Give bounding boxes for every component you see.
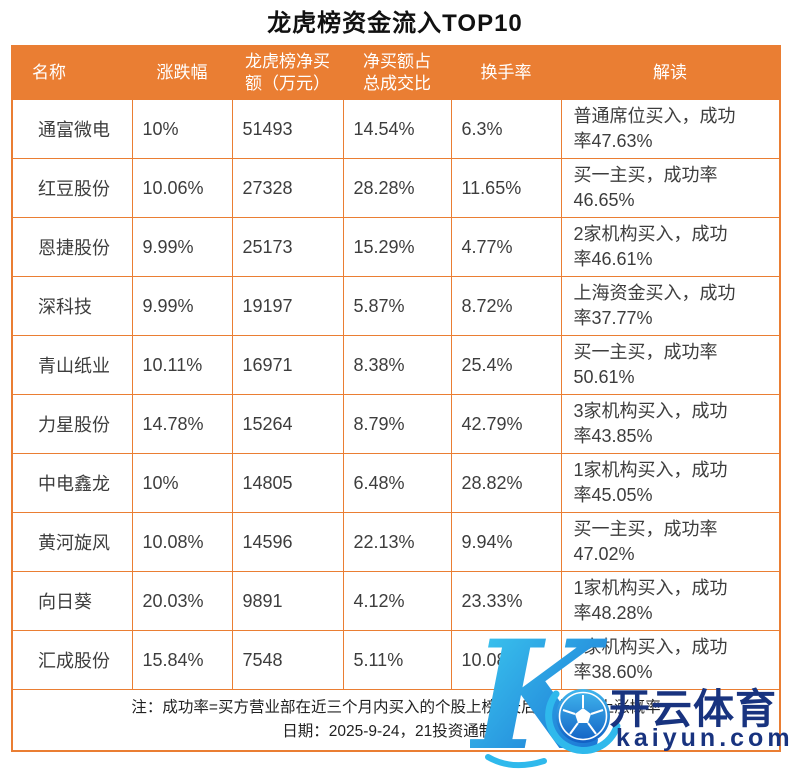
cell-stock-name: 通富微电 [11,99,133,159]
table-row: 汇成股份 15.84% 7548 5.11% 10.08% 2家机构买入，成功率… [11,630,781,690]
cell-turnover: 28.82% [450,453,562,513]
table-row: 深科技 9.99% 19197 5.87% 8.72% 上海资金买入，成功率37… [11,276,781,336]
cell-stock-name: 黄河旋风 [11,512,133,572]
wave-swoosh-icon [485,754,547,769]
col-header-name: 名称 [12,46,132,100]
table-row: 力星股份 14.78% 15264 8.79% 42.79% 3家机构买入，成功… [11,394,781,454]
table-header: 名称 涨跌幅 龙虎榜净买 额（万元） 净买额占 总成交比 换手率 解读 [12,46,780,100]
cell-turnover: 4.77% [450,217,562,277]
cell-netratio: 22.13% [342,512,452,572]
table-row: 黄河旋风 10.08% 14596 22.13% 9.94% 买一主买，成功率4… [11,512,781,572]
table-row: 向日葵 20.03% 9891 4.12% 23.33% 1家机构买入，成功率4… [11,571,781,631]
table-row: 青山纸业 10.11% 16971 8.38% 25.4% 买一主买，成功率50… [11,335,781,395]
col-header-note: 解读 [561,46,780,100]
cell-change: 14.78% [131,394,233,454]
cell-netratio: 14.54% [342,99,452,159]
cell-netratio: 15.29% [342,217,452,277]
cell-netbuy: 51493 [231,99,344,159]
cell-netbuy: 19197 [231,276,344,336]
col-header-netratio: 净买额占 总成交比 [343,46,451,100]
cell-turnover: 11.65% [450,158,562,218]
cell-note: 买一主买，成功率50.61% [560,335,781,395]
col-header-turnover: 换手率 [451,46,561,100]
cell-netbuy: 25173 [231,217,344,277]
cell-turnover: 6.3% [450,99,562,159]
cell-change: 9.99% [131,217,233,277]
cell-turnover: 42.79% [450,394,562,454]
cell-netratio: 28.28% [342,158,452,218]
cell-change: 15.84% [131,630,233,690]
cell-turnover: 23.33% [450,571,562,631]
cell-note: 普通席位买入，成功率47.63% [560,99,781,159]
footer-row: 注：成功率=买方营业部在近三个月内买入的个股上榜5天后股价平均上涨概率 日期：2… [11,689,781,752]
cell-netbuy: 15264 [231,394,344,454]
cell-stock-name: 恩捷股份 [11,217,133,277]
cell-stock-name: 青山纸业 [11,335,133,395]
cell-note: 买一主买，成功率46.65% [560,158,781,218]
table-row: 中电鑫龙 10% 14805 6.48% 28.82% 1家机构买入，成功率45… [11,453,781,513]
cell-change: 10% [131,99,233,159]
col-header-netbuy: 龙虎榜净买 额（万元） [232,46,343,100]
page-title: 龙虎榜资金流入TOP10 [267,10,523,37]
cell-netratio: 5.87% [342,276,452,336]
table-row: 恩捷股份 9.99% 25173 15.29% 4.77% 2家机构买入，成功率… [11,217,781,277]
cell-note: 上海资金买入，成功率37.77% [560,276,781,336]
cell-turnover: 9.94% [450,512,562,572]
cell-turnover: 10.08% [450,630,562,690]
cell-note: 2家机构买入，成功率38.60% [560,630,781,690]
cell-netratio: 6.48% [342,453,452,513]
cell-stock-name: 深科技 [11,276,133,336]
cell-note: 1家机构买入，成功率48.28% [560,571,781,631]
cell-change: 10% [131,453,233,513]
cell-stock-name: 向日葵 [11,571,133,631]
cell-netbuy: 7548 [231,630,344,690]
cell-netratio: 8.38% [342,335,452,395]
cell-change: 9.99% [131,276,233,336]
table-row: 通富微电 10% 51493 14.54% 6.3% 普通席位买入，成功率47.… [11,99,781,159]
cell-turnover: 8.72% [450,276,562,336]
cell-note: 2家机构买入，成功率46.61% [560,217,781,277]
cell-netratio: 4.12% [342,571,452,631]
cell-netratio: 8.79% [342,394,452,454]
cell-change: 20.03% [131,571,233,631]
col-header-change: 涨跌幅 [132,46,232,100]
cell-stock-name: 汇成股份 [11,630,133,690]
cell-note: 1家机构买入，成功率45.05% [560,453,781,513]
footnote-date: 日期：2025-9-24，21投资通制图 [282,723,510,740]
cell-netbuy: 14805 [231,453,344,513]
cell-note: 买一主买，成功率47.02% [560,512,781,572]
dragon-tiger-table: 名称 涨跌幅 龙虎榜净买 额（万元） 净买额占 总成交比 换手率 解读 通富微电… [11,45,781,752]
table-row: 红豆股份 10.06% 27328 28.28% 11.65% 买一主买，成功率… [11,158,781,218]
cell-stock-name: 中电鑫龙 [11,453,133,513]
cell-note: 3家机构买入，成功率43.85% [560,394,781,454]
table-footnote: 注：成功率=买方营业部在近三个月内买入的个股上榜5天后股价平均上涨概率 日期：2… [11,689,781,752]
cell-netratio: 5.11% [342,630,452,690]
cell-change: 10.11% [131,335,233,395]
cell-change: 10.06% [131,158,233,218]
cell-netbuy: 14596 [231,512,344,572]
cell-turnover: 25.4% [450,335,562,395]
header-row: 名称 涨跌幅 龙虎榜净买 额（万元） 净买额占 总成交比 换手率 解读 [12,46,780,100]
cell-netbuy: 9891 [231,571,344,631]
footnote-definition: 注：成功率=买方营业部在近三个月内买入的个股上榜5天后股价平均上涨概率 [131,698,661,716]
cell-change: 10.08% [131,512,233,572]
cell-netbuy: 27328 [231,158,344,218]
cell-stock-name: 力星股份 [11,394,133,454]
cell-stock-name: 红豆股份 [11,158,133,218]
cell-netbuy: 16971 [231,335,344,395]
